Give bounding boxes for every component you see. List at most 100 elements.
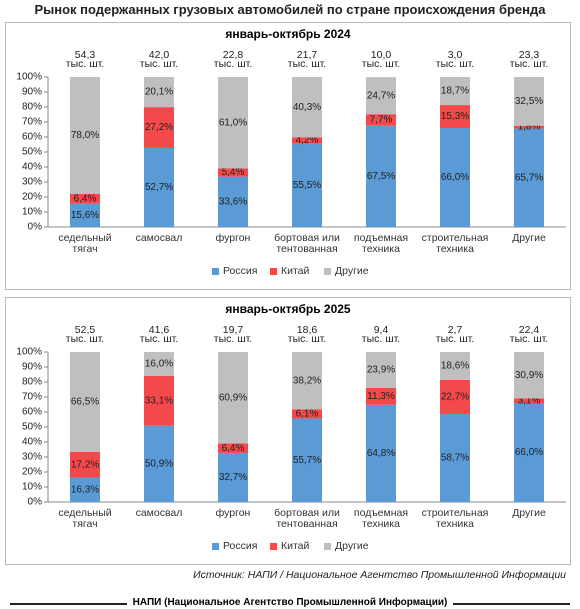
chart-panel: январь-октябрь 2025 0% 10% 20% 30% 40% 50% 60% 7… [5, 297, 571, 565]
value-label: 6,1% [296, 409, 319, 420]
total-value: 52,5 [74, 324, 96, 336]
total-value: 3,0 [447, 49, 463, 61]
legend-item: Россия [212, 265, 257, 277]
value-label: 27,2% [145, 122, 173, 133]
total-unit: тыс. шт. [509, 333, 549, 345]
bar-segment [514, 125, 544, 129]
value-label: 40,3% [293, 102, 321, 113]
value-label: 67,5% [367, 171, 395, 182]
total-label: 18,6 тыс. шт. [277, 325, 337, 345]
y-tick-label: 100% [16, 347, 42, 358]
x-tick-label: подъемная техника [353, 232, 409, 255]
y-tick-label: 0% [28, 497, 43, 508]
bar-segment [70, 194, 100, 204]
bar-segment [366, 404, 396, 502]
total-unit: тыс. шт. [213, 333, 253, 345]
x-tick-label: седельный тягач [58, 232, 112, 255]
bar-segment [292, 77, 322, 138]
value-label: 55,5% [293, 180, 321, 191]
total-unit: тыс. шт. [287, 333, 327, 345]
total-value: 22,4 [518, 324, 540, 336]
value-label: 3,1% [518, 395, 541, 406]
total-value: 2,7 [447, 324, 463, 336]
value-label: 66,5% [71, 397, 99, 408]
x-tick-label: Другие [512, 507, 546, 519]
bar-segment [440, 105, 470, 128]
value-label: 4,2% [296, 135, 319, 146]
bar-segment [366, 387, 396, 405]
total-unit: тыс. шт. [139, 58, 179, 70]
page-title: Рынок подержанных грузовых автомобилей п… [34, 2, 546, 17]
value-label: 66,0% [515, 447, 543, 458]
bar-segment [514, 77, 544, 126]
total-value: 42,0 [148, 49, 170, 61]
x-tick-label: строительная техника [421, 232, 489, 255]
bar-segment [440, 352, 470, 380]
value-label: 32,5% [515, 96, 543, 107]
y-tick-label: 60% [22, 132, 42, 143]
total-label: 22,4 тыс. шт. [499, 324, 559, 345]
total-value: 23,3 [518, 49, 540, 61]
bar-segment [292, 418, 322, 502]
total-unit: тыс. шт. [435, 333, 475, 345]
value-label: 65,7% [515, 172, 543, 183]
total-label: 42,0 тыс. шт. [129, 49, 189, 70]
total-label: 22,8 тыс. шт. [203, 49, 263, 70]
y-tick-label: 10% [22, 482, 42, 493]
legend-item: Китай [270, 265, 309, 277]
total-value: 22,8 [222, 49, 244, 61]
total-unit: тыс. шт. [509, 58, 549, 70]
value-label: 7,7% [370, 115, 393, 126]
value-label: 33,6% [219, 196, 247, 207]
value-label: 6,4% [222, 443, 245, 454]
bar-segment [440, 379, 470, 414]
bar-segment [144, 376, 174, 426]
total-label: 52,5 тыс. шт. [55, 324, 115, 345]
total-unit: тыс. шт. [435, 58, 475, 70]
bar-segment [514, 403, 544, 502]
bar-segment [70, 352, 100, 452]
bar-segment [70, 203, 100, 227]
value-label: 61,0% [219, 117, 247, 128]
legend-item: Россия [212, 540, 257, 552]
bar-segment [440, 128, 470, 227]
y-tick-label: 70% [22, 117, 42, 128]
y-tick-label: 70% [22, 392, 42, 403]
value-label: 58,7% [441, 453, 469, 464]
y-tick-label: 100% [16, 72, 42, 83]
bar-segment [218, 452, 248, 502]
total-label: 19,7 тыс. шт. [203, 324, 263, 345]
value-label: 64,8% [367, 448, 395, 459]
bar-segment [292, 352, 322, 410]
value-label: 16,0% [145, 359, 173, 370]
legend-label: Россия [223, 540, 258, 552]
x-tick-label: Другие [512, 232, 546, 244]
value-label: 33,1% [145, 395, 173, 406]
total-unit: тыс. шт. [65, 58, 105, 70]
legend-swatch [212, 542, 219, 550]
bar-segment [144, 352, 174, 376]
bar-segment [292, 409, 322, 419]
y-tick-label: 20% [22, 467, 42, 478]
value-label: 15,3% [441, 111, 469, 122]
legend-item: Китай [270, 540, 309, 552]
total-value: 19,7 [222, 324, 244, 336]
value-label: 20,1% [145, 87, 173, 98]
bar-segment [70, 451, 100, 478]
value-label: 52,7% [145, 182, 173, 193]
total-unit: тыс. шт. [65, 333, 105, 345]
y-tick-label: 30% [22, 177, 42, 188]
source-note: Источник: НАПИ / Национальное Агентство … [193, 569, 566, 581]
legend-label: Россия [223, 265, 258, 277]
bar-segment [514, 352, 544, 399]
bar-segment [70, 77, 100, 194]
bar-segment [366, 352, 396, 388]
total-unit: тыс. шт. [361, 58, 401, 70]
bar-segment [218, 77, 248, 169]
value-label: 16,3% [71, 484, 99, 495]
x-tick-label: фургон [215, 232, 251, 244]
value-label: 38,2% [293, 375, 321, 386]
value-label: 1,8% [518, 122, 541, 133]
total-unit: тыс. шт. [139, 333, 179, 345]
